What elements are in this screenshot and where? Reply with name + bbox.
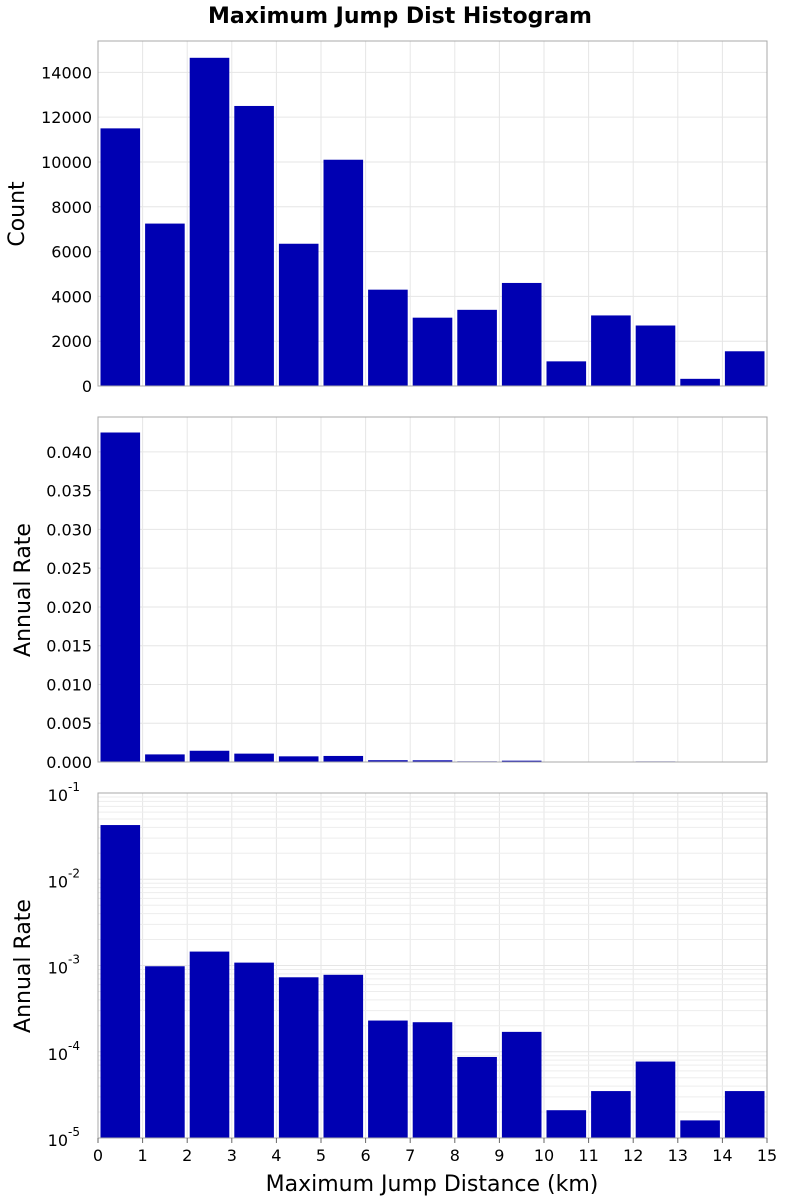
y-tick-label: 0.015: [46, 637, 92, 656]
bar-panel3-bin-10: [546, 1110, 587, 1138]
bar-panel1-bin-12: [635, 325, 676, 386]
x-tick-label: 8: [450, 1146, 460, 1165]
bar-panel1-bin-6: [368, 289, 408, 386]
x-tick-label: 4: [271, 1146, 281, 1165]
bar-panel3-bin-5: [323, 974, 364, 1138]
bar-panel1-bin-5: [323, 159, 364, 386]
y-tick-label: 10: [48, 1131, 68, 1150]
y-tick-exponent: -1: [68, 780, 80, 794]
chart-title: Maximum Jump Dist Histogram: [208, 4, 592, 29]
x-tick-label: 3: [227, 1146, 237, 1165]
bar-panel1-bin-1: [145, 223, 185, 386]
bar-panel1-bin-13: [680, 378, 720, 386]
panel-1: 0 2000 4000 6000 8000 10000 12000 14000 Count: [5, 40, 768, 396]
bar-panel3-bin-7: [412, 1022, 453, 1138]
x-axis-label: Maximum Jump Distance (km): [266, 1172, 599, 1197]
bar-panel3-bin-9: [501, 1031, 542, 1138]
bar-panel2-bin-7: [412, 760, 453, 762]
bar-panel3-bin-3: [234, 962, 274, 1138]
bar-panel3-bin-0: [100, 825, 141, 1138]
y-tick-label: 14000: [41, 63, 92, 82]
bar-panel1-bin-10: [546, 361, 587, 386]
plot-frame: [97, 416, 768, 763]
y-tick-label: 10: [48, 786, 68, 805]
x-tick-label: 15: [757, 1146, 777, 1165]
x-tick-label: 14: [712, 1146, 732, 1165]
y-tick-exponent: -5: [68, 1125, 80, 1139]
bar-panel1-bin-7: [412, 317, 453, 386]
y-tick-label: 0.030: [46, 520, 92, 539]
bar-panel1-bin-0: [100, 128, 141, 387]
bar-panel3-bin-12: [635, 1061, 676, 1138]
y-tick-label: 12000: [41, 108, 92, 127]
y-tick-exponent: -3: [68, 953, 80, 967]
bar-panel1-bin-11: [591, 315, 631, 386]
bar-panel2-bin-6: [368, 760, 408, 762]
x-axis: 0 1 2 3 4 5 6 7 8 9 10 11 12 13 14 15: [93, 1138, 777, 1165]
y-tick-label: 10000: [41, 153, 92, 172]
x-tick-label: 7: [405, 1146, 415, 1165]
bar-panel1-bin-4: [278, 243, 319, 386]
chart-panels: 0 2000 4000 6000 8000 10000 12000 14000 Count 0.0…: [5, 40, 768, 1150]
bar-panel1-bin-2: [189, 57, 230, 387]
bar-panel2-bin-1: [145, 754, 185, 762]
plot-frame: [97, 40, 768, 387]
y-tick-label: 10: [48, 1045, 68, 1064]
y-tick-exponent: -4: [68, 1039, 80, 1053]
bar-panel2-bin-3: [234, 753, 274, 762]
y-tick-label: 0.000: [46, 753, 92, 772]
x-tick-label: 9: [494, 1146, 504, 1165]
x-tick-label: 5: [316, 1146, 326, 1165]
panel-2: 0.000 0.005 0.010 0.015 0.020 0.025 0.030 0.035…: [11, 416, 768, 772]
x-tick-label: 10: [534, 1146, 554, 1165]
bar-panel1-bin-14: [724, 351, 765, 386]
plot-frame: [97, 792, 768, 1139]
bar-panel2-bin-9: [501, 760, 542, 762]
y-tick-label: 10: [48, 872, 68, 891]
bar-panel3-bin-1: [145, 966, 185, 1138]
x-tick-label: 11: [578, 1146, 598, 1165]
bar-panel3-bin-11: [591, 1091, 631, 1138]
bar-panel3-bin-4: [278, 977, 319, 1138]
bar-panel3-bin-13: [680, 1120, 720, 1138]
y-tick-label: 0.010: [46, 675, 92, 694]
y-tick-label: 0.020: [46, 598, 92, 617]
x-tick-label: 2: [182, 1146, 192, 1165]
y-tick-label: 0.035: [46, 482, 92, 501]
bar-panel3-bin-8: [457, 1056, 497, 1138]
bar-panel1-bin-8: [457, 309, 497, 386]
y-tick-label: 2000: [51, 332, 92, 351]
x-tick-label: 12: [623, 1146, 643, 1165]
y-tick-label: 0: [82, 377, 92, 396]
bar-panel3-bin-14: [724, 1091, 765, 1138]
bar-panel3-bin-6: [368, 1020, 408, 1138]
y-tick-exponent: -2: [68, 866, 80, 880]
bar-panel2-bin-5: [323, 755, 364, 762]
y-tick-label: 0.005: [46, 714, 92, 733]
y-axis-label: Count: [5, 181, 30, 247]
x-tick-label: 6: [361, 1146, 371, 1165]
y-tick-label: 0.040: [46, 443, 92, 462]
y-axis-label: Annual Rate: [11, 523, 36, 657]
bar-panel1-bin-9: [501, 282, 542, 386]
bar-panel2-bin-2: [189, 750, 230, 762]
x-tick-label: 0: [93, 1146, 103, 1165]
y-axis-label: Annual Rate: [11, 899, 36, 1033]
bar-panel2-bin-4: [278, 756, 319, 762]
y-tick-label: 0.025: [46, 559, 92, 578]
y-tick-label: 4000: [51, 287, 92, 306]
y-tick-label: 10: [48, 959, 68, 978]
bar-panel2-bin-0: [100, 432, 141, 762]
bar-panel3-bin-2: [189, 951, 230, 1138]
x-tick-label: 1: [138, 1146, 148, 1165]
bar-panel1-bin-3: [234, 105, 274, 386]
x-tick-label: 13: [668, 1146, 688, 1165]
y-tick-label: 8000: [51, 198, 92, 217]
y-tick-label: 6000: [51, 243, 92, 262]
